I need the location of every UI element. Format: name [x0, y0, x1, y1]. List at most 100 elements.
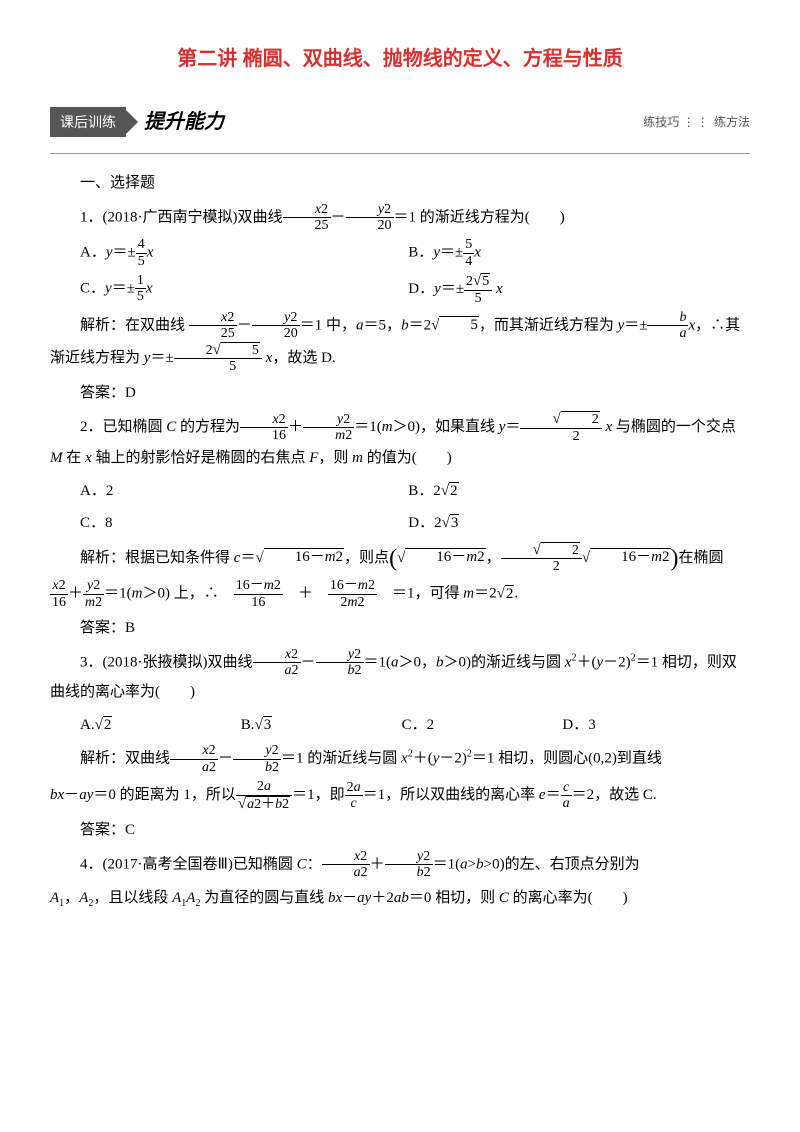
banner-main: 提升能力: [144, 103, 224, 141]
fraction: y220: [346, 202, 394, 234]
text: ，则: [318, 450, 352, 466]
text: ＋(: [413, 751, 433, 767]
text: ＝1(: [354, 419, 382, 435]
text: ＝0 相切，则: [409, 890, 499, 906]
text: 的离心率为( ): [509, 890, 628, 906]
q2-optC: C．8: [80, 509, 408, 538]
text: ＞0)的渐近线与圆: [444, 654, 565, 670]
text: 解析：在双曲线: [80, 317, 189, 333]
banner-right: 练技巧 ⋮⋮ 练方法: [643, 111, 750, 134]
text: ＝1(: [433, 856, 461, 872]
q3-solution: 解析：双曲线x2a2－y2b2＝1 的渐近线与圆 x2＋(y－2)2＝1 相切，…: [50, 743, 750, 775]
text: 在: [63, 450, 86, 466]
q3-answer: 答案：C: [50, 816, 750, 845]
text: ，则点: [344, 549, 389, 565]
text: ＝1，即: [292, 787, 345, 803]
q2-options-row2: C．8 D．2√3: [80, 509, 750, 538]
q3-optA: A.√2: [80, 711, 241, 740]
text: 解析：双曲线: [80, 751, 170, 767]
q1-answer: 答案：D: [50, 379, 750, 408]
divider: [50, 153, 750, 154]
page-title: 第二讲 椭圆、双曲线、抛物线的定义、方程与性质: [50, 40, 750, 78]
q3-solution-line2: bx－ay＝0 的距离为 1，所以2a√a2＋b2＝1，即2ac＝1，所以双曲线…: [50, 779, 750, 812]
text: ＞0) 上，∴: [142, 586, 218, 602]
text: ＝1(: [104, 586, 132, 602]
q1-optD: D．y＝±2√55 x: [408, 273, 736, 306]
text: 轴上的射影恰好是椭圆的右焦点: [92, 450, 310, 466]
text: 2．已知椭圆: [80, 419, 166, 435]
section-heading: 一、选择题: [50, 169, 750, 198]
text: －2): [439, 751, 467, 767]
text: ，而其渐近线方程为: [479, 317, 618, 333]
q2-answer: 答案：B: [50, 614, 750, 643]
text: 的值为( ): [363, 450, 452, 466]
text: A．: [80, 245, 106, 261]
banner-arrow-icon: [126, 110, 138, 134]
text: ：: [307, 856, 322, 872]
q2-solution: 解析：根据已知条件得 c＝√16－m2，则点(√16－m2，√22√16－m2)…: [50, 542, 750, 575]
q3-optB: B.√3: [241, 711, 402, 740]
q1-optC: C．y＝±15x: [80, 273, 408, 306]
q3-stem: 3．(2018·张掖模拟)双曲线x2a2－y2b2＝1(a＞0，b＞0)的渐近线…: [50, 647, 750, 707]
q1-options-row1: A．y＝±45x B．y＝±54x: [80, 237, 750, 269]
text: 为直径的圆与直线: [200, 890, 328, 906]
text: ＞0)，如果直线: [393, 419, 499, 435]
text: D．2: [408, 515, 441, 531]
q1-solution: 解析：在双曲线 x225－y220＝1 中，a＝5，b＝2√5，而其渐近线方程为…: [50, 310, 750, 375]
text: 3．(2018·张掖模拟)双曲线: [80, 654, 253, 670]
text: ＝1，可得: [392, 586, 463, 602]
dots-icon: ⋮⋮: [683, 115, 711, 129]
banner-right-a: 练技巧: [643, 115, 679, 129]
text: >: [468, 856, 476, 872]
text: ＝1 的渐近线与圆: [281, 751, 401, 767]
text: ＝2，故选 C.: [572, 787, 657, 803]
text: B.: [241, 717, 255, 733]
text: ＝5，: [364, 317, 402, 333]
text: －2): [603, 654, 631, 670]
q3-options: A.√2 B.√3 C．2 D．3: [80, 711, 750, 740]
text: 与椭圆的一个交点: [612, 419, 736, 435]
text: >0)的左、右顶点分别为: [484, 856, 640, 872]
text: 的方程为: [176, 419, 240, 435]
text: ＝0 的距离为 1，所以: [93, 787, 236, 803]
text: D．: [408, 281, 434, 297]
text: 4．(2017·高考全国卷Ⅲ)已知椭圆: [80, 856, 297, 872]
text: ＝2: [409, 317, 432, 333]
q1-optB: B．y＝±54x: [408, 237, 736, 269]
banner: 课后训练 提升能力 练技巧 ⋮⋮ 练方法: [50, 103, 750, 141]
fraction: x225: [283, 202, 331, 234]
q2-optA: A．2: [80, 477, 408, 506]
q3-optD: D．3: [562, 711, 723, 740]
q1-stem: 1．(2018·广西南宁模拟)双曲线x225－y220＝1 的渐近线方程为( ): [50, 202, 750, 234]
q1-optA: A．y＝±45x: [80, 237, 408, 269]
text: ＝1 的渐近线方程为( ): [394, 209, 565, 225]
text: B．: [408, 245, 433, 261]
q3-optC: C．2: [402, 711, 563, 740]
q2-solution-line2: x216＋y2m2＝1(m＞0) 上，∴ 16－m216 ＋ 16－m22m2 …: [50, 578, 750, 610]
text: ，故选 D.: [272, 350, 335, 366]
text: A.: [80, 717, 95, 733]
text: ＋2: [371, 890, 394, 906]
q4-stem: 4．(2017·高考全国卷Ⅲ)已知椭圆 C：x2a2＋y2b2＝1(a>b>0)…: [50, 849, 750, 881]
q4-stem-line2: A1，A2，且以线段 A1A2 为直径的圆与直线 bx－ay＋2ab＝0 相切，…: [50, 884, 750, 913]
text: B．2: [408, 483, 441, 499]
text: ＝1，所以双曲线的离心率: [363, 787, 539, 803]
text: 解析：根据已知条件得: [80, 549, 234, 565]
banner-right-b: 练方法: [714, 115, 750, 129]
q1-options-row2: C．y＝±15x D．y＝±2√55 x: [80, 273, 750, 306]
text: ＋(: [576, 654, 596, 670]
text: 1．(2018·广西南宁模拟)双曲线: [80, 209, 283, 225]
q2-optB: B．2√2: [408, 477, 736, 506]
text: ，: [64, 890, 79, 906]
q2-options-row1: A．2 B．2√2: [80, 477, 750, 506]
text: ＝1 相切，则圆心(0,2)到直线: [472, 751, 662, 767]
text: C．: [80, 280, 105, 296]
text: 在椭圆: [679, 549, 724, 565]
banner-tag: 课后训练: [50, 107, 126, 138]
text: ＝1 中，: [300, 317, 356, 333]
text: ＝2: [474, 586, 497, 602]
q2-stem: 2．已知椭圆 C 的方程为x216＋y2m2＝1(m＞0)，如果直线 y＝√22…: [50, 411, 750, 472]
q2-optD: D．2√3: [408, 509, 736, 538]
text: ，且以线段: [93, 890, 172, 906]
text: ＞0，: [399, 654, 437, 670]
